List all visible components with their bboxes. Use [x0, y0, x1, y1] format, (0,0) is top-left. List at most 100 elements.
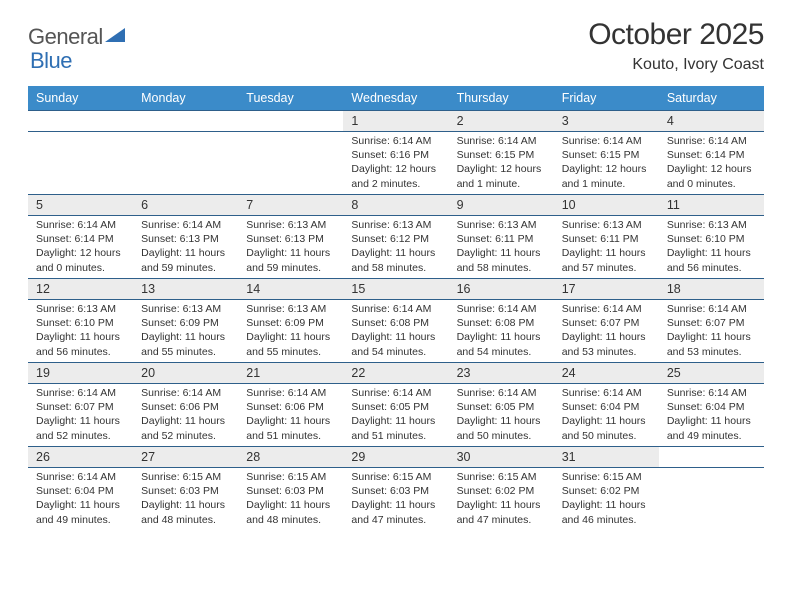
weekday-header: Wednesday — [343, 86, 448, 111]
day-number: 30 — [449, 447, 554, 467]
sunrise-line: Sunrise: 6:14 AM — [562, 386, 651, 400]
day-detail-cell: Sunrise: 6:13 AMSunset: 6:10 PMDaylight:… — [28, 300, 133, 363]
sunset-line: Sunset: 6:16 PM — [351, 148, 440, 162]
day-number-cell: 2 — [449, 111, 554, 132]
sunrise-line: Sunrise: 6:14 AM — [36, 386, 125, 400]
day-number-cell: 8 — [343, 195, 448, 216]
weekday-header: Sunday — [28, 86, 133, 111]
day-number-cell: 30 — [449, 447, 554, 468]
day-number-cell: 1 — [343, 111, 448, 132]
sunset-line: Sunset: 6:14 PM — [36, 232, 125, 246]
day-detail: Sunrise: 6:14 AMSunset: 6:04 PMDaylight:… — [28, 468, 133, 530]
sunrise-line: Sunrise: 6:13 AM — [562, 218, 651, 232]
day-detail-cell: Sunrise: 6:14 AMSunset: 6:05 PMDaylight:… — [449, 384, 554, 447]
sunset-line: Sunset: 6:06 PM — [141, 400, 230, 414]
calendar-body: 1234Sunrise: 6:14 AMSunset: 6:16 PMDayli… — [28, 111, 764, 531]
day-number: 6 — [133, 195, 238, 215]
sunrise-line: Sunrise: 6:14 AM — [667, 302, 756, 316]
day-detail: Sunrise: 6:14 AMSunset: 6:04 PMDaylight:… — [659, 384, 764, 446]
day-number: 10 — [554, 195, 659, 215]
calendar-table: Sunday Monday Tuesday Wednesday Thursday… — [28, 86, 764, 530]
sunrise-line: Sunrise: 6:15 AM — [457, 470, 546, 484]
day-detail — [659, 468, 764, 530]
daylight-line: Daylight: 11 hours and 47 minutes. — [351, 498, 440, 526]
day-detail-cell: Sunrise: 6:15 AMSunset: 6:03 PMDaylight:… — [133, 468, 238, 531]
day-detail: Sunrise: 6:15 AMSunset: 6:02 PMDaylight:… — [449, 468, 554, 530]
daylight-line: Daylight: 11 hours and 54 minutes. — [351, 330, 440, 358]
day-detail: Sunrise: 6:13 AMSunset: 6:09 PMDaylight:… — [133, 300, 238, 362]
sunset-line: Sunset: 6:03 PM — [351, 484, 440, 498]
sunrise-line: Sunrise: 6:13 AM — [457, 218, 546, 232]
day-detail-cell: Sunrise: 6:14 AMSunset: 6:07 PMDaylight:… — [554, 300, 659, 363]
sunrise-line: Sunrise: 6:14 AM — [457, 302, 546, 316]
sunrise-line: Sunrise: 6:14 AM — [667, 134, 756, 148]
sunrise-line: Sunrise: 6:14 AM — [667, 386, 756, 400]
day-number-cell — [133, 111, 238, 132]
sunset-line: Sunset: 6:07 PM — [36, 400, 125, 414]
sunrise-line: Sunrise: 6:14 AM — [36, 470, 125, 484]
day-detail-cell: Sunrise: 6:14 AMSunset: 6:07 PMDaylight:… — [659, 300, 764, 363]
sunset-line: Sunset: 6:10 PM — [667, 232, 756, 246]
day-number-cell: 11 — [659, 195, 764, 216]
day-number-cell: 16 — [449, 279, 554, 300]
sunrise-line: Sunrise: 6:14 AM — [141, 218, 230, 232]
sunrise-line: Sunrise: 6:14 AM — [457, 386, 546, 400]
day-detail: Sunrise: 6:14 AMSunset: 6:15 PMDaylight:… — [554, 132, 659, 194]
day-number: 8 — [343, 195, 448, 215]
day-detail-cell: Sunrise: 6:14 AMSunset: 6:15 PMDaylight:… — [449, 132, 554, 195]
day-number: 2 — [449, 111, 554, 131]
day-number-cell: 27 — [133, 447, 238, 468]
sunset-line: Sunset: 6:13 PM — [246, 232, 335, 246]
day-detail-cell — [238, 132, 343, 195]
day-detail: Sunrise: 6:14 AMSunset: 6:08 PMDaylight:… — [343, 300, 448, 362]
day-number: 15 — [343, 279, 448, 299]
daylight-line: Daylight: 11 hours and 48 minutes. — [246, 498, 335, 526]
sunset-line: Sunset: 6:07 PM — [667, 316, 756, 330]
weekday-header-row: Sunday Monday Tuesday Wednesday Thursday… — [28, 86, 764, 111]
daylight-line: Daylight: 11 hours and 50 minutes. — [457, 414, 546, 442]
daylight-line: Daylight: 12 hours and 1 minute. — [457, 162, 546, 190]
logo-triangle-icon — [105, 26, 127, 49]
daylight-line: Daylight: 11 hours and 52 minutes. — [36, 414, 125, 442]
sunrise-line: Sunrise: 6:15 AM — [562, 470, 651, 484]
sunset-line: Sunset: 6:06 PM — [246, 400, 335, 414]
day-number-cell: 4 — [659, 111, 764, 132]
day-number-cell: 15 — [343, 279, 448, 300]
day-number-cell: 26 — [28, 447, 133, 468]
sunset-line: Sunset: 6:11 PM — [562, 232, 651, 246]
day-number-cell: 14 — [238, 279, 343, 300]
day-number: 1 — [343, 111, 448, 131]
day-number — [659, 447, 764, 467]
sunrise-line: Sunrise: 6:15 AM — [246, 470, 335, 484]
day-number-cell: 12 — [28, 279, 133, 300]
sunrise-line: Sunrise: 6:14 AM — [246, 386, 335, 400]
day-number-cell: 13 — [133, 279, 238, 300]
day-detail-cell: Sunrise: 6:14 AMSunset: 6:14 PMDaylight:… — [659, 132, 764, 195]
day-number: 11 — [659, 195, 764, 215]
daylight-line: Daylight: 11 hours and 49 minutes. — [36, 498, 125, 526]
sunset-line: Sunset: 6:05 PM — [457, 400, 546, 414]
sunset-line: Sunset: 6:07 PM — [562, 316, 651, 330]
day-detail: Sunrise: 6:13 AMSunset: 6:13 PMDaylight:… — [238, 216, 343, 278]
daylight-line: Daylight: 11 hours and 54 minutes. — [457, 330, 546, 358]
daylight-line: Daylight: 11 hours and 51 minutes. — [351, 414, 440, 442]
day-number-cell: 31 — [554, 447, 659, 468]
logo-text-blue: Blue — [30, 48, 72, 73]
daylight-line: Daylight: 11 hours and 59 minutes. — [246, 246, 335, 274]
day-detail: Sunrise: 6:15 AMSunset: 6:02 PMDaylight:… — [554, 468, 659, 530]
day-detail-cell: Sunrise: 6:13 AMSunset: 6:09 PMDaylight:… — [133, 300, 238, 363]
day-number: 26 — [28, 447, 133, 467]
day-detail-cell — [133, 132, 238, 195]
day-detail: Sunrise: 6:13 AMSunset: 6:10 PMDaylight:… — [28, 300, 133, 362]
day-number-cell: 23 — [449, 363, 554, 384]
daylight-line: Daylight: 11 hours and 59 minutes. — [141, 246, 230, 274]
weekday-header: Tuesday — [238, 86, 343, 111]
sunset-line: Sunset: 6:08 PM — [351, 316, 440, 330]
day-number: 17 — [554, 279, 659, 299]
day-number: 12 — [28, 279, 133, 299]
day-detail-cell: Sunrise: 6:13 AMSunset: 6:12 PMDaylight:… — [343, 216, 448, 279]
day-detail: Sunrise: 6:14 AMSunset: 6:14 PMDaylight:… — [28, 216, 133, 278]
day-number: 3 — [554, 111, 659, 131]
daylight-line: Daylight: 11 hours and 55 minutes. — [246, 330, 335, 358]
day-number-cell: 6 — [133, 195, 238, 216]
